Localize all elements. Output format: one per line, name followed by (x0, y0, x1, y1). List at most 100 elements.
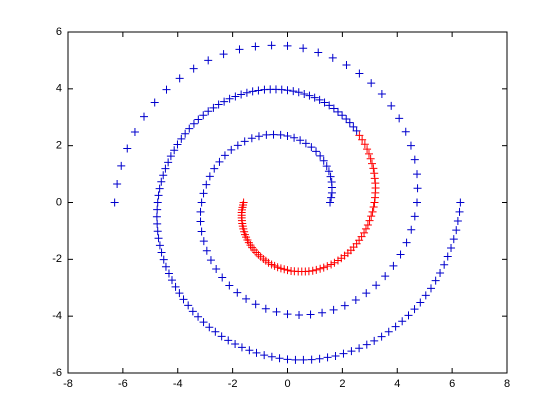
plus-marker (283, 41, 292, 50)
plus-marker (323, 262, 332, 271)
plus-marker (307, 355, 316, 364)
plus-marker (410, 212, 419, 221)
plus-marker (227, 145, 236, 154)
plus-marker (210, 164, 219, 173)
plus-marker (161, 262, 170, 271)
plus-marker (355, 344, 364, 353)
plus-marker (329, 104, 338, 113)
plus-marker (184, 301, 193, 310)
plus-marker (196, 217, 205, 226)
plus-marker (188, 307, 197, 316)
plus-marker (164, 158, 173, 167)
plus-marker (199, 318, 208, 327)
plus-marker (389, 261, 398, 270)
plus-marker (377, 332, 386, 341)
plus-marker (377, 89, 386, 98)
plus-marker (368, 159, 377, 168)
plus-marker (370, 169, 379, 178)
plus-marker (413, 170, 422, 179)
plus-marker (294, 88, 303, 97)
plus-marker (318, 308, 327, 317)
plus-marker (152, 212, 161, 221)
plus-marker (153, 205, 162, 214)
plus-marker (326, 172, 335, 181)
plus-marker (421, 291, 430, 300)
plus-marker (272, 307, 281, 316)
plus-marker (296, 136, 305, 145)
plus-marker (402, 238, 411, 247)
plus-marker (161, 164, 170, 173)
plus-marker (194, 312, 203, 321)
plus-marker (251, 300, 260, 309)
plus-marker (410, 155, 419, 164)
plus-marker (452, 226, 461, 235)
plus-marker (209, 103, 218, 112)
plus-marker (233, 141, 242, 150)
plus-marker (166, 152, 175, 161)
plus-marker (413, 198, 422, 207)
plus-marker (345, 118, 354, 127)
plus-marker (342, 60, 351, 69)
plus-marker (283, 132, 292, 141)
y-tick-label: -6 (52, 367, 62, 379)
plus-marker (349, 122, 358, 131)
plus-marker (157, 177, 166, 186)
plus-marker (291, 355, 300, 364)
plus-marker (367, 79, 376, 88)
plus-marker (358, 135, 367, 144)
y-tick-label: 0 (56, 196, 62, 208)
plus-marker (248, 87, 257, 96)
plus-marker (254, 86, 263, 95)
plus-marker (406, 141, 415, 150)
plus-marker (171, 282, 180, 291)
plus-marker (352, 126, 361, 135)
plus-marker (398, 317, 407, 326)
plus-marker (453, 216, 462, 225)
plus-marker (170, 146, 179, 155)
plus-marker (322, 162, 331, 171)
plus-marker (401, 127, 410, 136)
x-tick-label: 8 (504, 378, 510, 390)
y-tick-label: -4 (52, 310, 62, 322)
plus-marker (235, 45, 244, 54)
plus-marker (347, 347, 356, 356)
plus-marker (205, 172, 214, 181)
plus-marker (275, 354, 284, 363)
x-tick-label: -4 (173, 378, 183, 390)
plus-marker (247, 134, 256, 143)
plus-marker (305, 91, 314, 100)
plus-marker (327, 188, 336, 197)
plus-marker (426, 284, 435, 293)
plus-marker (218, 273, 227, 282)
plus-marker (252, 348, 261, 357)
plus-marker (242, 294, 251, 303)
plus-marker (314, 48, 323, 57)
plus-marker (407, 225, 416, 234)
plus-marker (199, 237, 208, 246)
x-tick-label: 2 (339, 378, 345, 390)
plus-marker (328, 53, 337, 62)
plus-marker (316, 151, 325, 160)
plus-marker (355, 131, 364, 140)
plus-marker (316, 264, 325, 273)
plus-marker (306, 310, 315, 319)
plus-marker (153, 227, 162, 236)
plus-marker (157, 248, 166, 257)
plus-marker (197, 227, 206, 236)
plus-marker (440, 260, 449, 269)
plus-marker (206, 256, 215, 265)
x-tick-label: -8 (63, 378, 73, 390)
plus-marker (340, 301, 349, 310)
plus-marker (189, 64, 198, 73)
plus-marker (240, 137, 249, 146)
plus-marker (220, 151, 229, 160)
plus-marker (312, 147, 321, 156)
plus-marker (371, 193, 380, 202)
plus-marker (308, 266, 317, 275)
plus-marker (384, 327, 393, 336)
plus-marker (299, 355, 308, 364)
plus-marker (413, 184, 422, 193)
plus-marker (327, 260, 336, 269)
plus-marker (140, 112, 149, 121)
plus-marker (283, 310, 292, 319)
